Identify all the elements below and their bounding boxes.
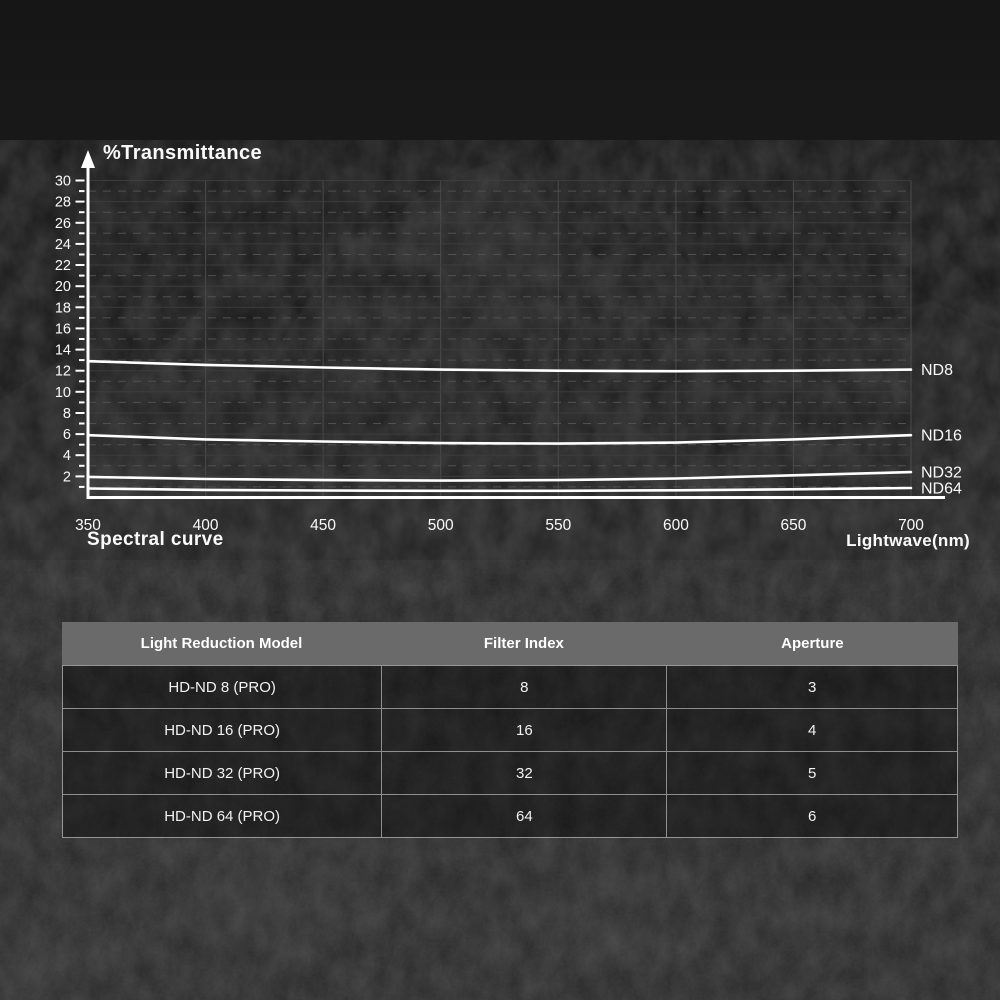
y-tick-label: 12 <box>55 364 71 380</box>
table-body: HD-ND 8 (PRO) 8 3 HD-ND 16 (PRO) 16 4 HD… <box>62 665 958 838</box>
x-tick-label: 550 <box>545 517 571 534</box>
x-tick-label: 450 <box>310 517 336 534</box>
chart-title: %Transmittance <box>103 142 262 164</box>
table-row: HD-ND 16 (PRO) 16 4 <box>63 708 957 751</box>
y-tick-label: 14 <box>55 343 71 359</box>
x-tick-label: 400 <box>193 517 219 534</box>
curve-label-nd8: ND8 <box>921 362 953 379</box>
x-axis-tick-labels: 350 400 450 500 550 600 650 700 <box>75 517 924 534</box>
table-row: HD-ND 64 (PRO) 64 6 <box>63 794 957 837</box>
curve-nd8 <box>86 359 913 373</box>
cell-filter: 32 <box>381 752 666 794</box>
chart-x-axis-label: Lightwave(nm) <box>846 531 970 550</box>
y-tick-label: 8 <box>63 406 71 422</box>
table-header-filter: Filter Index <box>483 635 564 652</box>
horizontal-gridlines <box>88 180 911 488</box>
curve-nd16 <box>86 433 913 445</box>
x-tick-label: 350 <box>75 517 101 534</box>
y-tick-label: 4 <box>63 448 71 464</box>
cell-aperture: 4 <box>666 709 957 751</box>
y-tick-label: 26 <box>55 216 71 232</box>
x-tick-label: 650 <box>780 517 806 534</box>
cell-filter: 8 <box>381 666 666 708</box>
curve-nd64 <box>86 486 913 493</box>
y-tick-label: 28 <box>55 195 71 211</box>
table-row: HD-ND 8 (PRO) 8 3 <box>63 666 957 708</box>
nd-spec-table: Light Reduction Model Filter Index Apert… <box>62 622 958 838</box>
x-tick-label: 500 <box>428 517 454 534</box>
x-tick-label: 600 <box>663 517 689 534</box>
curve-label-nd64: ND64 <box>921 481 962 498</box>
cell-filter: 64 <box>381 795 666 837</box>
y-axis-arrow-icon <box>81 150 95 168</box>
cell-aperture: 6 <box>666 795 957 837</box>
cell-filter: 16 <box>381 709 666 751</box>
table-header-model: Light Reduction Model <box>140 635 303 652</box>
cell-aperture: 3 <box>666 666 957 708</box>
table-row: HD-ND 32 (PRO) 32 5 <box>63 751 957 794</box>
axes <box>81 150 945 499</box>
y-tick-label: 24 <box>55 237 71 253</box>
curve-label-nd16: ND16 <box>921 428 962 445</box>
y-tick-label: 2 <box>63 469 71 485</box>
curve-label-nd32: ND32 <box>921 465 962 482</box>
cell-model: HD-ND 64 (PRO) <box>164 807 281 825</box>
curve-nd32 <box>86 470 913 482</box>
x-tick-label: 700 <box>898 517 924 534</box>
y-tick-label: 22 <box>55 258 71 274</box>
y-tick-label: 16 <box>55 321 71 337</box>
cell-model: HD-ND 8 (PRO) <box>168 678 276 696</box>
table-header-row: Light Reduction Model Filter Index Apert… <box>62 622 958 665</box>
table-header-aperture: Aperture <box>781 635 844 652</box>
y-tick-label: 30 <box>55 174 71 190</box>
bg-sky <box>0 0 1000 170</box>
cell-aperture: 5 <box>666 752 957 794</box>
cell-model: HD-ND 32 (PRO) <box>164 764 281 782</box>
y-tick-label: 6 <box>63 427 71 443</box>
y-tick-label: 18 <box>55 300 71 316</box>
y-tick-label: 10 <box>55 385 71 401</box>
y-tick-label: 20 <box>55 279 71 295</box>
cell-model: HD-ND 16 (PRO) <box>164 721 281 739</box>
chart-caption: Spectral curve <box>87 529 224 550</box>
